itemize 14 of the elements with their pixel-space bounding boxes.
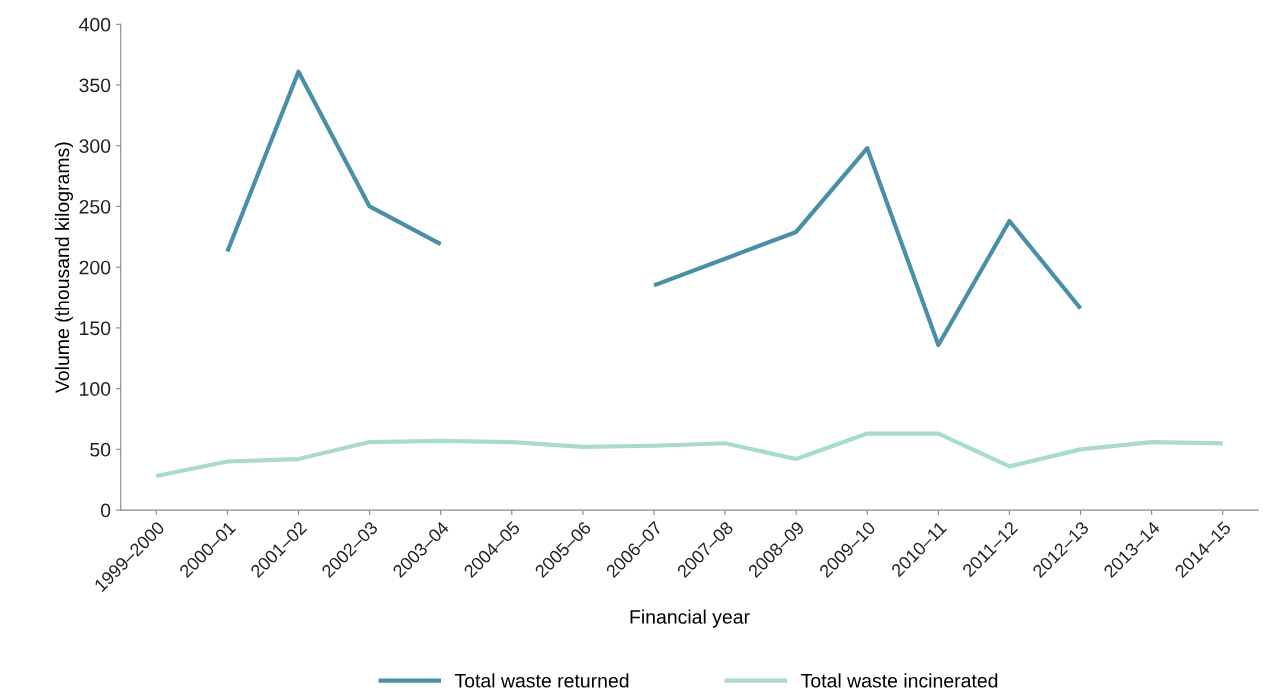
y-tick-label: 200 — [79, 260, 111, 275]
y-axis-title: Volume (thousand kilograms) — [54, 142, 74, 394]
x-axis-title: Financial year — [630, 609, 750, 628]
y-tick-label: 0 — [100, 503, 111, 518]
y-tick-label: 250 — [79, 199, 111, 214]
y-tick-label: 50 — [90, 442, 111, 457]
y-tick-label: 350 — [79, 78, 111, 93]
y-tick-label: 150 — [80, 321, 111, 336]
y-tick-label: 100 — [80, 382, 111, 396]
line-series — [154, 431, 1225, 479]
legend-label: Total waste incinerated — [801, 673, 998, 688]
y-tick-label: 400 — [79, 17, 111, 32]
y-tick-label: 300 — [79, 139, 111, 153]
legend-label: Total waste returned — [454, 673, 629, 688]
